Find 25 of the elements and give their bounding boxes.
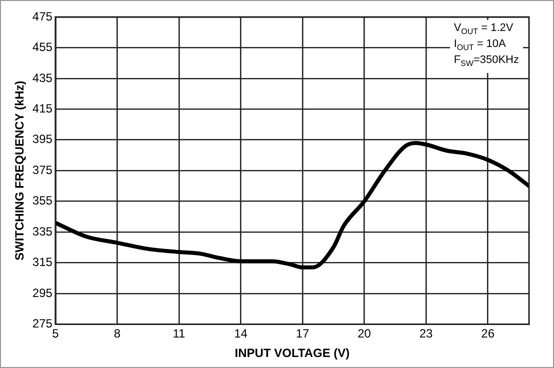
annotation: I$_{OUT}$ = 10A [454, 38, 507, 54]
x-tick-label: 20 [358, 326, 372, 341]
y-tick-label: 475 [32, 9, 53, 24]
y-tick-label: 335 [32, 224, 53, 238]
x-tick-label: 17 [296, 326, 310, 341]
y-tick-label: 395 [32, 132, 53, 146]
annotation: V$_{OUT}$ = 1.2V [454, 22, 514, 38]
line-series [55, 140, 529, 270]
y-tick-label: 315 [32, 255, 53, 270]
y-axis-title: SWITCHING FREQUENCY (kHz) [12, 80, 27, 260]
x-tick-label: 14 [234, 326, 248, 341]
y-tick-label: 355 [32, 194, 53, 208]
x-tick-label: 5 [52, 326, 60, 341]
x-tick-label: 8 [114, 326, 121, 341]
y-tick-label: 435 [32, 70, 53, 85]
x-tick-label: 26 [481, 326, 495, 341]
x-tick-label: 23 [419, 326, 434, 341]
y-tick-label: 275 [32, 316, 53, 331]
y-tick-label: 295 [32, 286, 53, 300]
x-tick-label: 11 [172, 326, 186, 341]
y-tick-label: 455 [32, 40, 53, 54]
annotation: F$_{SW}$=350KHz [454, 54, 519, 71]
x-axis-title: INPUT VOLTAGE (V) [234, 346, 350, 360]
y-tick-label: 415 [32, 101, 53, 116]
y-tick-label: 375 [32, 162, 53, 177]
